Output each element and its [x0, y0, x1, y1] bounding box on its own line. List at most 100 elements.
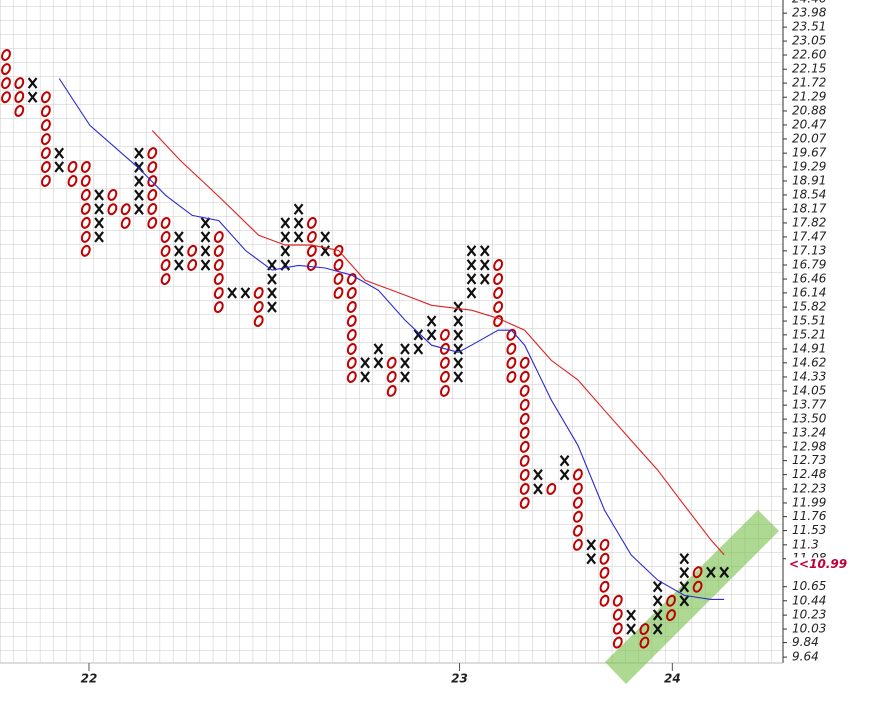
- pf-column: [187, 244, 198, 271]
- x-box: [533, 468, 543, 481]
- o-box: [599, 552, 610, 565]
- pf-column: [40, 91, 51, 187]
- pf-column: [572, 468, 583, 551]
- x-box: [280, 217, 291, 229]
- y-tick-label: 24.46: [792, 0, 827, 6]
- o-box: [14, 91, 25, 103]
- x-box: [373, 343, 384, 355]
- o-box: [572, 524, 583, 537]
- y-tick-label: 17.82: [792, 215, 826, 229]
- pf-column: [67, 160, 78, 187]
- x-box: [466, 245, 477, 257]
- x-box: [280, 231, 291, 243]
- o-box: [493, 301, 504, 313]
- o-box: [612, 594, 623, 607]
- x-box: [479, 259, 490, 271]
- o-box: [612, 608, 623, 621]
- x-box: [453, 371, 464, 383]
- o-box: [439, 356, 450, 369]
- o-box: [187, 259, 198, 271]
- o-box: [306, 231, 317, 243]
- o-box: [160, 245, 171, 257]
- y-tick-label: 16.79: [792, 258, 826, 272]
- o-box: [333, 286, 344, 299]
- x-box: [626, 623, 636, 635]
- pf-column: [400, 343, 410, 383]
- o-box: [213, 231, 224, 243]
- x-box: [413, 343, 424, 355]
- x-box: [466, 287, 477, 299]
- x-box: [200, 259, 211, 271]
- o-box: [67, 175, 78, 187]
- x-box: [559, 454, 570, 467]
- o-box: [67, 160, 78, 173]
- y-tick-label: 17.13: [792, 243, 826, 257]
- x-box: [174, 245, 184, 257]
- o-box: [519, 356, 530, 369]
- pf-column: [333, 244, 344, 299]
- o-box: [612, 636, 623, 649]
- y-tick-label: 23.05: [792, 34, 826, 48]
- pf-column: [14, 77, 25, 117]
- o-box: [40, 175, 51, 187]
- x-box: [293, 203, 304, 215]
- x-box: [293, 231, 304, 243]
- x-box: [453, 357, 464, 369]
- o-box: [80, 202, 91, 215]
- o-box: [519, 412, 530, 425]
- pf-column: [719, 566, 730, 578]
- moving-average-line: [58, 78, 725, 600]
- o-box: [439, 384, 450, 397]
- y-tick-label: 12.98: [792, 439, 827, 453]
- o-box: [160, 216, 171, 229]
- o-box: [14, 77, 25, 90]
- o-box: [213, 273, 224, 285]
- y-tick-label: 23.98: [792, 6, 827, 20]
- o-box: [346, 273, 357, 285]
- pf-column: [107, 189, 118, 216]
- x-box: [267, 287, 277, 299]
- pf-column: [147, 147, 158, 229]
- pf-column: [200, 217, 211, 271]
- pf-column: [240, 287, 251, 299]
- x-box: [453, 329, 464, 341]
- o-box: [346, 315, 357, 327]
- y-tick-label: 20.88: [792, 103, 827, 117]
- pf-column: [706, 566, 716, 578]
- o-box: [40, 147, 51, 160]
- o-box: [639, 636, 650, 649]
- y-tick-label: 14.91: [792, 341, 826, 355]
- y-tick-label: 21.29: [792, 90, 826, 104]
- o-box: [1, 63, 11, 76]
- x-box: [227, 287, 237, 299]
- o-box: [160, 231, 171, 243]
- o-box: [599, 566, 610, 579]
- y-tick-label: 15.21: [792, 327, 826, 341]
- y-tick-label: 12.48: [792, 467, 827, 481]
- pf-column: [599, 538, 610, 607]
- y-tick-label: 13.77: [792, 398, 827, 412]
- x-box: [706, 566, 716, 578]
- x-box: [453, 343, 464, 355]
- pf-column: [413, 329, 424, 355]
- o-box: [599, 594, 610, 607]
- y-tick-label: 18.54: [792, 187, 826, 201]
- o-box: [80, 230, 91, 243]
- y-tick-label: 10.23: [792, 608, 826, 622]
- pf-column: [493, 259, 504, 328]
- o-box: [213, 301, 224, 314]
- o-box: [40, 119, 51, 132]
- current-price-label: <<10.99: [789, 557, 847, 571]
- o-box: [80, 188, 91, 201]
- o-box: [346, 357, 357, 369]
- y-tick-label: 20.47: [792, 117, 827, 131]
- x-box: [134, 175, 144, 187]
- x-box: [240, 287, 251, 299]
- pf-column: [506, 328, 517, 383]
- pf-column: [54, 147, 65, 173]
- o-box: [519, 370, 530, 383]
- o-box: [572, 538, 583, 551]
- pf-column: [213, 231, 224, 314]
- o-box: [572, 468, 583, 481]
- o-box: [160, 273, 171, 285]
